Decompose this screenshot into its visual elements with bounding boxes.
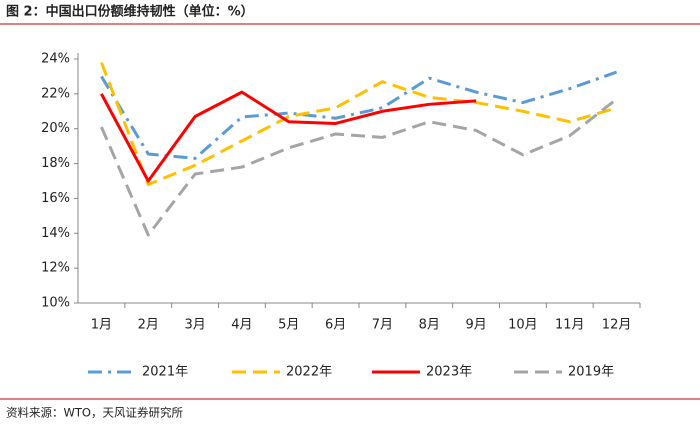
- series-line: [100, 61, 618, 186]
- y-tick-label: 18%: [41, 156, 70, 171]
- y-tick-label: 12%: [41, 261, 70, 276]
- chart-title: 图 2：中国出口份额维持韧性（单位：%）: [6, 4, 254, 20]
- x-tick-label: 3月: [184, 318, 205, 333]
- x-tick-label: 12月: [602, 318, 632, 333]
- y-tick-label: 20%: [41, 121, 70, 136]
- y-tick-label: 14%: [41, 226, 70, 241]
- x-tick-label: 4月: [231, 318, 252, 333]
- y-tick-label: 24%: [41, 52, 70, 67]
- legend-label: 2022年: [286, 365, 332, 380]
- x-tick-label: 1月: [91, 318, 112, 333]
- x-tick-label: 8月: [419, 318, 440, 333]
- series-line: [100, 90, 477, 183]
- source-note: 资料来源：WTO，天风证券研究所: [6, 406, 183, 420]
- x-tick-label: 11月: [555, 318, 585, 333]
- y-tick-label: 16%: [41, 191, 70, 206]
- x-tick-label: 6月: [325, 318, 346, 333]
- x-tick-label: 2月: [138, 318, 159, 333]
- x-tick-label: 9月: [465, 318, 486, 333]
- legend-label: 2019年: [568, 365, 614, 380]
- x-tick-label: 7月: [372, 318, 393, 333]
- x-tick-label: 10月: [508, 318, 538, 333]
- series-line: [100, 70, 618, 160]
- legend-label: 2021年: [142, 365, 188, 380]
- x-tick-label: 5月: [278, 318, 299, 333]
- y-tick-label: 22%: [41, 86, 70, 101]
- legend-label: 2023年: [426, 365, 472, 380]
- series-line: [100, 97, 618, 237]
- y-tick-label: 10%: [41, 296, 70, 311]
